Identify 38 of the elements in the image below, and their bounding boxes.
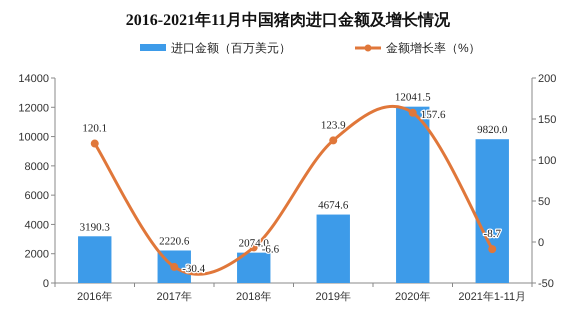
x-tick-label: 2021年1-11月 [458,291,526,303]
point [90,140,99,148]
bar [78,236,112,283]
data-label: 123.9 [320,119,346,132]
data-label: 4674.6 [318,200,349,212]
y2-tick-label: -50 [538,278,554,290]
data-label: 3190.3 [80,221,110,234]
data-label: 9820.0 [477,124,508,136]
legend-label: 金额增长率（%） [386,41,481,55]
y2-tick-label: 200 [538,73,556,85]
point [329,136,338,144]
y-tick-label: 4000 [24,219,49,232]
y2-tick-label: 0 [538,237,544,249]
bar [237,252,270,283]
y-tick-label: 0 [42,278,49,290]
legend-label: 进口金额（百万美元） [171,41,291,55]
bar [476,139,509,283]
y-tick-label: 6000 [24,190,49,202]
data-label: 2220.6 [159,235,190,248]
data-label: 12041.5 [394,92,432,104]
x-tick-label: 2020年 [395,291,430,303]
chart-title: 2016-2021年11月中国猪肉进口金额及增长情况 [126,11,452,29]
bar [316,214,350,283]
y-tick-label: 14000 [18,73,49,85]
x-tick-label: 2019年 [316,291,351,303]
y-tick-label: 10000 [18,132,49,144]
point [488,245,496,254]
y2-tick-label: 150 [538,114,556,126]
y-tick-label: 8000 [24,160,49,173]
y2-tick-label: 100 [538,155,556,167]
x-tick-label: 2017年 [156,291,192,303]
x-tick-label: 2016年 [77,291,112,303]
data-label: 120.1 [82,122,108,135]
point [408,108,417,117]
y2-tick-label: 50 [538,196,550,208]
x-tick-label: 2018年 [236,291,272,303]
y-tick-label: 2000 [24,248,49,261]
y-tick-label: 12000 [18,102,49,114]
